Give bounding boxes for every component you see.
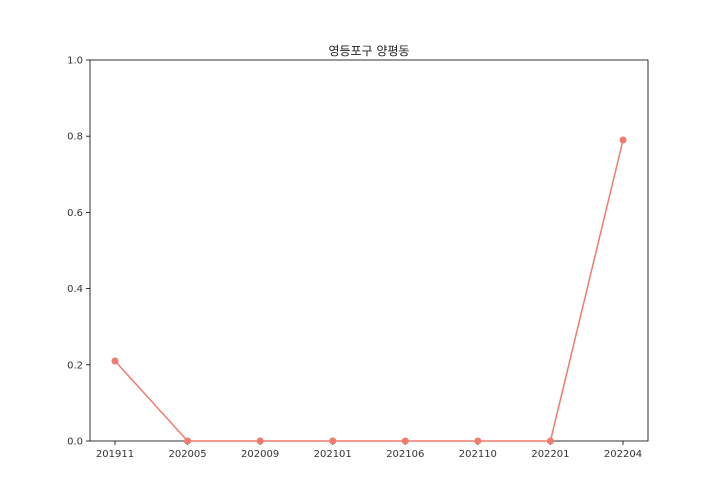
x-tick-label: 202106 [386, 449, 424, 460]
y-tick-label: 0.8 [67, 132, 83, 143]
x-tick-label: 202101 [314, 449, 352, 460]
x-tick-label: 202204 [604, 449, 642, 460]
series-line [114, 139, 624, 442]
x-tick-label: 202009 [241, 449, 279, 460]
data-point-202106 [401, 437, 409, 445]
x-axis: 201911 202005 202009 202101 202106 202110 2022… [96, 441, 642, 460]
data-point-202005 [184, 437, 192, 445]
y-tick-label: 0.0 [67, 437, 83, 448]
chart-title: 영등포구 양평동 [328, 44, 409, 58]
y-tick-label: 0.2 [67, 360, 83, 371]
y-axis: 0.0 0.2 0.4 0.6 0.8 1.0 [67, 56, 90, 448]
series-group [111, 136, 627, 445]
data-point-202201 [546, 437, 554, 445]
y-tick-label: 1.0 [67, 56, 83, 67]
y-tick-label: 0.6 [67, 208, 83, 219]
x-tick-label: 202110 [459, 449, 497, 460]
data-point-202204 [619, 136, 627, 144]
x-tick-label: 202201 [531, 449, 569, 460]
x-tick-label: 201911 [96, 449, 134, 460]
x-tick-label: 202005 [168, 449, 206, 460]
data-point-202101 [329, 437, 337, 445]
data-point-201911 [111, 357, 119, 365]
data-point-202110 [474, 437, 482, 445]
data-point-202009 [256, 437, 264, 445]
y-tick-label: 0.4 [67, 284, 83, 295]
